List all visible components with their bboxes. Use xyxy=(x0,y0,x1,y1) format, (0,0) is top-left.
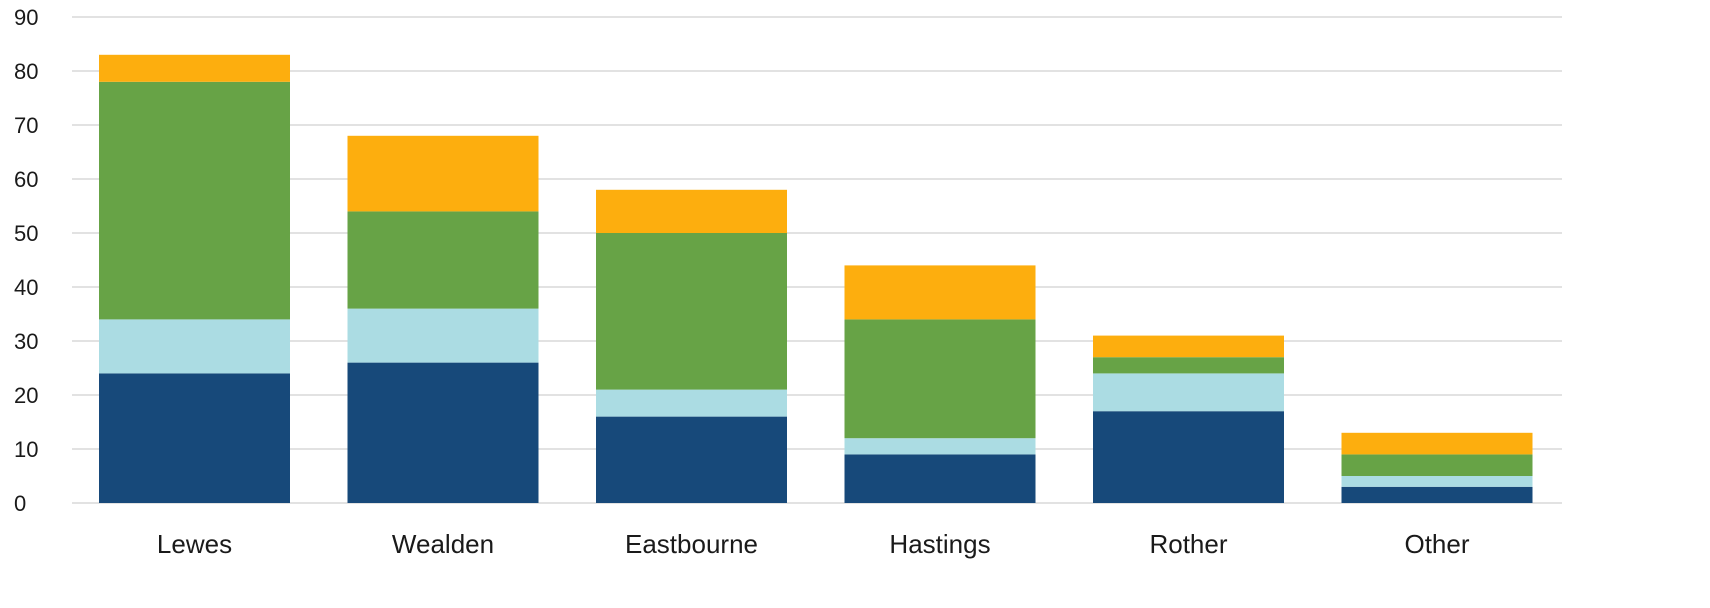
bar-segment-wealden-s3 xyxy=(347,211,539,309)
bars xyxy=(99,54,1533,503)
bar-segment-other-s1 xyxy=(1341,486,1533,503)
y-tick-label: 0 xyxy=(14,491,26,516)
y-tick-label: 10 xyxy=(14,437,38,462)
y-tick-label: 40 xyxy=(14,275,38,300)
bar-segment-rother-s4 xyxy=(1093,335,1284,358)
bar-segment-hastings-s3 xyxy=(844,319,1036,439)
y-tick-label: 50 xyxy=(14,221,38,246)
bar-segment-rother-s3 xyxy=(1093,357,1284,374)
y-tick-label: 20 xyxy=(14,383,38,408)
x-category-label: Other xyxy=(1404,529,1469,559)
y-axis-ticks: 0 10 20 30 40 50 60 70 80 90 xyxy=(14,5,38,516)
bar-segment-eastbourne-s4 xyxy=(596,189,787,233)
x-category-label: Rother xyxy=(1149,529,1227,559)
bar-segment-other-s4 xyxy=(1341,432,1533,455)
x-category-label: Lewes xyxy=(157,529,232,559)
gridlines xyxy=(72,16,1562,504)
y-tick-label: 70 xyxy=(14,113,38,138)
bar-segment-wealden-s1 xyxy=(347,362,539,503)
bar-segment-hastings-s2 xyxy=(844,438,1036,455)
bar-segment-lewes-s1 xyxy=(99,373,290,503)
bar-segment-eastbourne-s2 xyxy=(596,389,787,417)
bar-segment-rother-s2 xyxy=(1093,373,1284,412)
y-tick-label: 80 xyxy=(14,59,38,84)
x-category-label: Wealden xyxy=(392,529,494,559)
y-tick-label: 60 xyxy=(14,167,38,192)
bar-segment-wealden-s2 xyxy=(347,308,539,363)
bar-segment-eastbourne-s3 xyxy=(596,233,787,390)
x-category-label: Hastings xyxy=(889,529,990,559)
y-tick-label: 30 xyxy=(14,329,38,354)
bar-segment-hastings-s1 xyxy=(844,454,1036,503)
bar-segment-eastbourne-s1 xyxy=(596,416,787,503)
bar-segment-other-s2 xyxy=(1341,476,1533,487)
x-axis-labels: Lewes Wealden Eastbourne Hastings Rother Othe… xyxy=(157,529,1470,559)
bar-segment-lewes-s4 xyxy=(99,54,290,82)
bar-segment-hastings-s4 xyxy=(844,265,1036,320)
y-tick-label: 90 xyxy=(14,5,38,30)
bar-segment-other-s3 xyxy=(1341,454,1533,476)
bar-segment-wealden-s4 xyxy=(347,135,539,212)
bar-segment-lewes-s2 xyxy=(99,319,290,374)
x-category-label: Eastbourne xyxy=(625,529,758,559)
bar-segment-lewes-s3 xyxy=(99,81,290,320)
bar-segment-rother-s1 xyxy=(1093,411,1284,503)
